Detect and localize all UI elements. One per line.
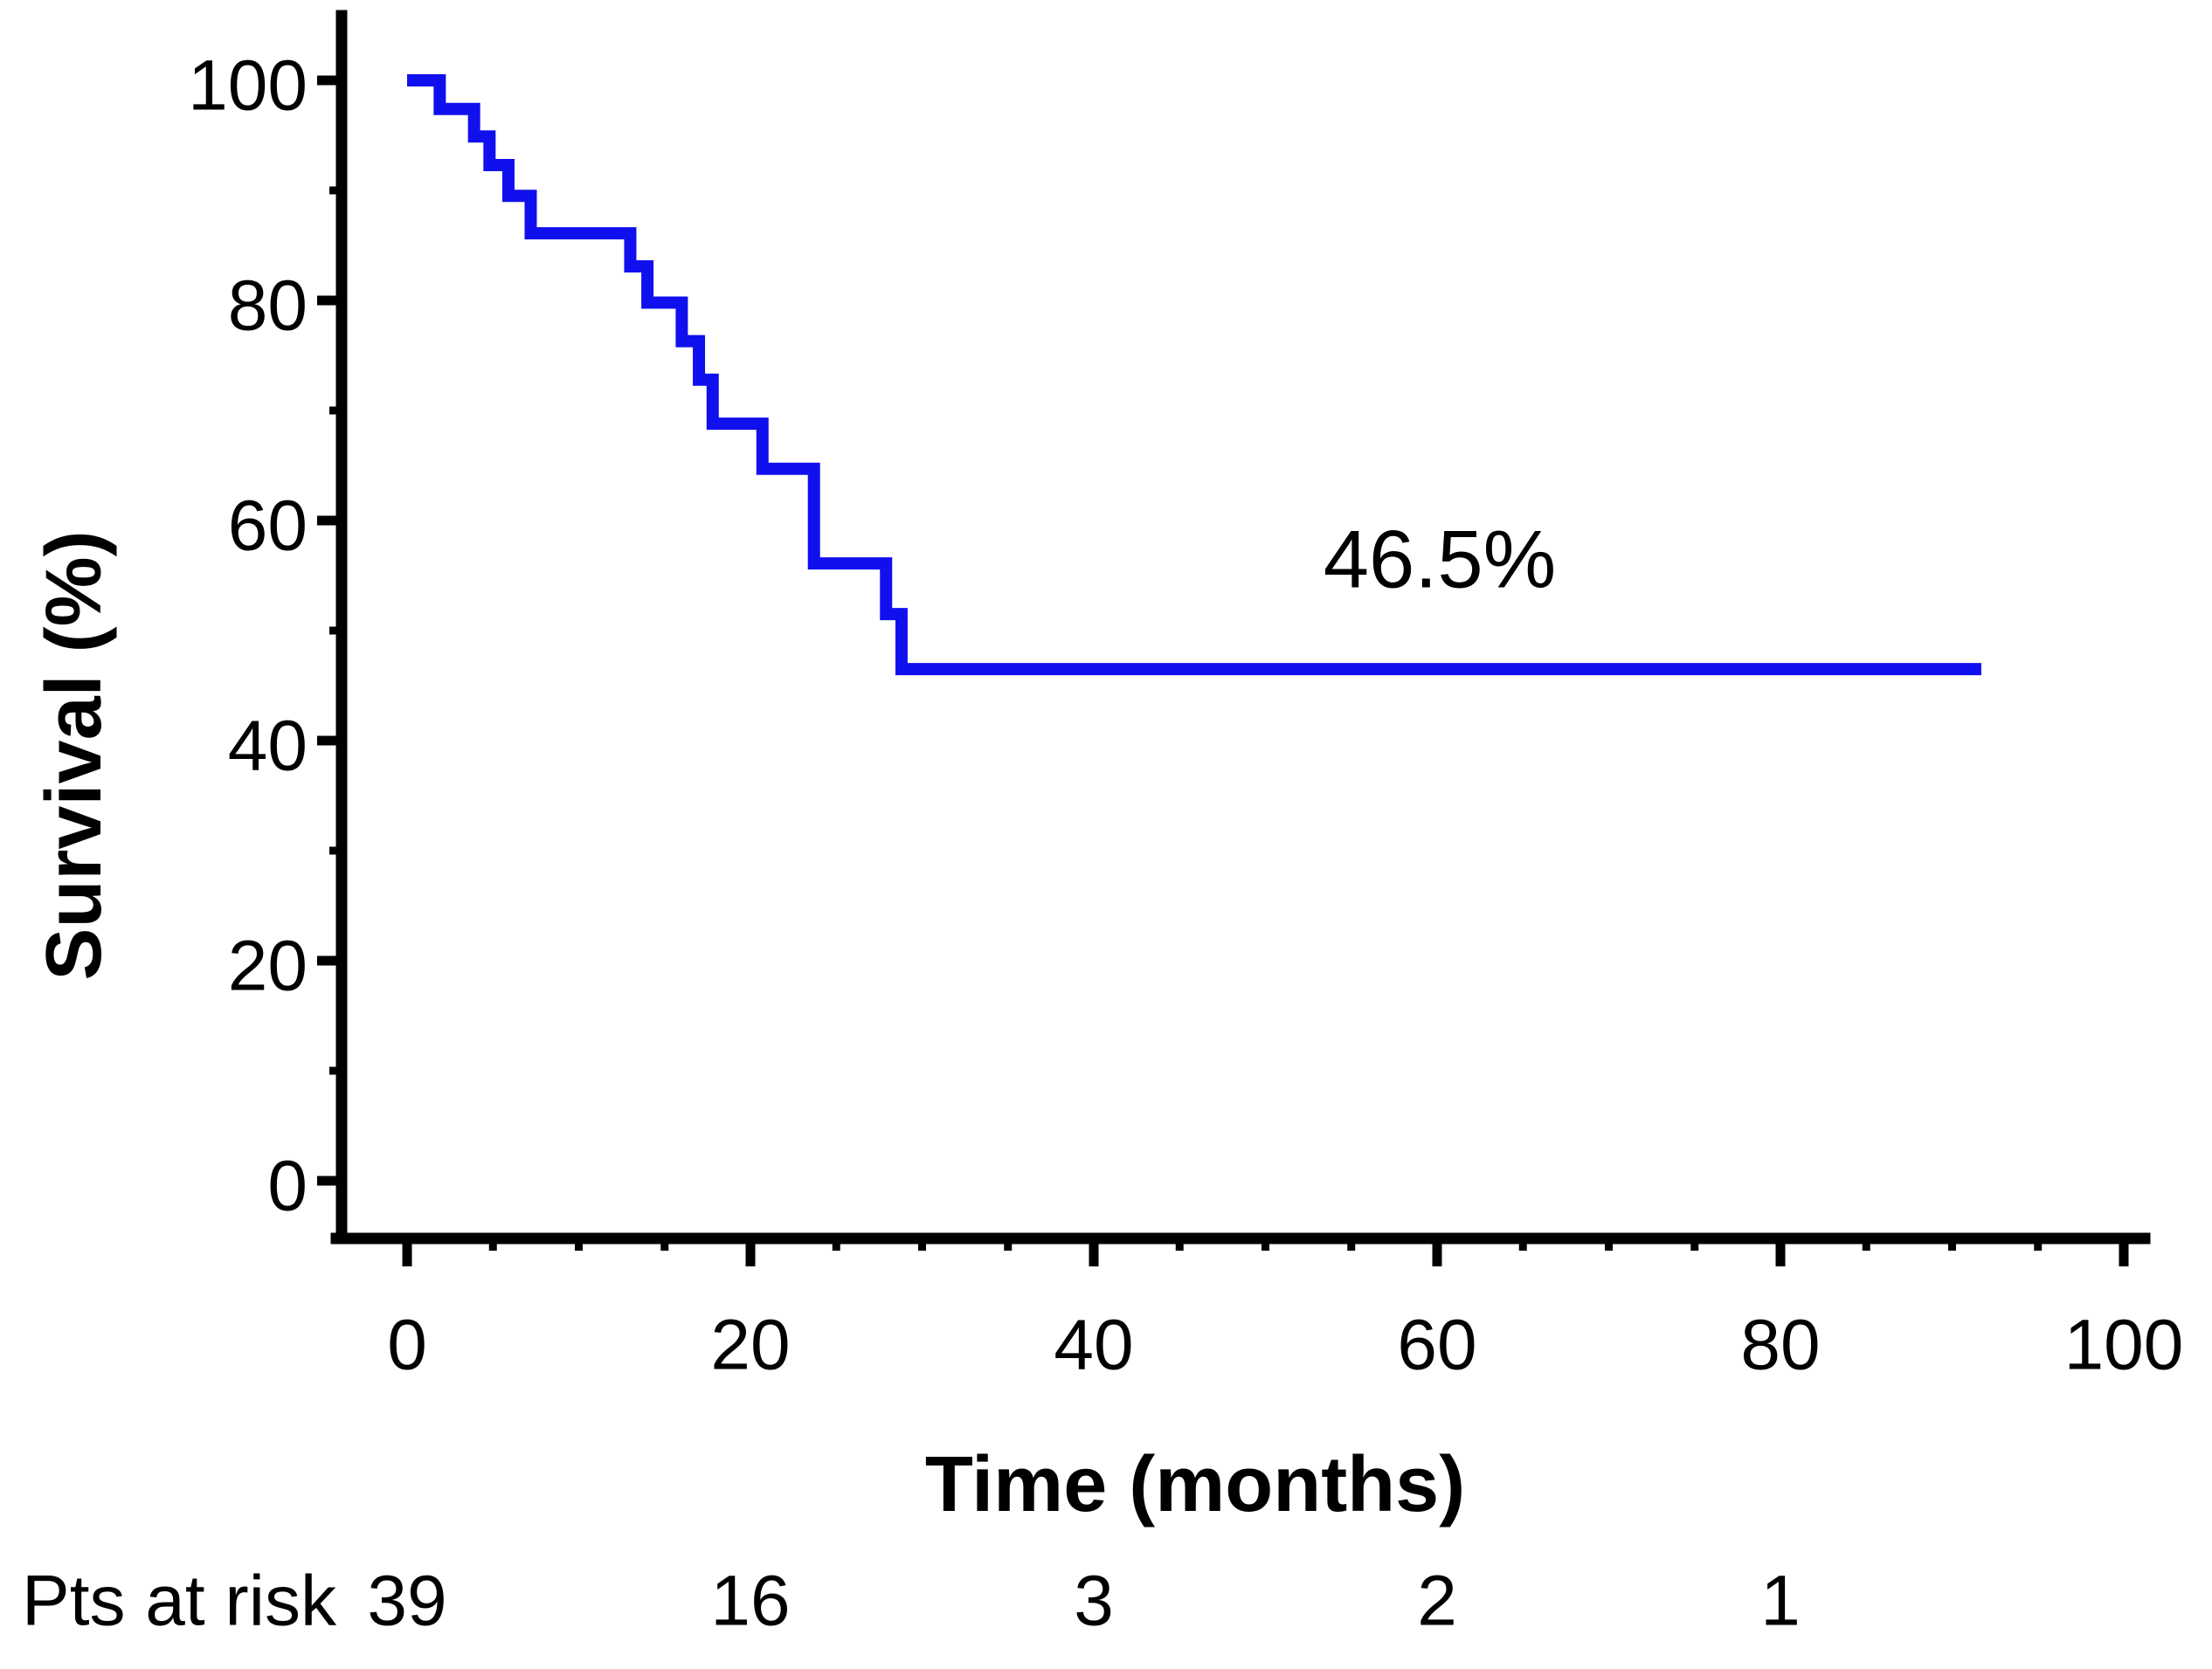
final-survival-annotation: 46.5%: [1324, 514, 1557, 605]
at-risk-count: 1: [1760, 1562, 1801, 1641]
at-risk-counts: 39 16 3 2 1: [367, 1562, 1800, 1641]
x-tick-label: 0: [387, 1306, 427, 1385]
at-risk-count: 2: [1417, 1562, 1457, 1641]
at-risk-count: 16: [710, 1562, 790, 1641]
x-tick-label: 20: [710, 1306, 790, 1385]
x-axis-tick-labels: 0 20 40 60 80 100: [387, 1306, 2183, 1385]
x-tick-label: 80: [1740, 1306, 1820, 1385]
x-axis-title: Time (months): [925, 1441, 1465, 1528]
km-survival-curve: [407, 74, 1981, 676]
y-tick-label: 40: [228, 707, 308, 786]
at-risk-count: 39: [367, 1562, 446, 1641]
y-axis-tick-labels: 0 20 40 60 80 100: [188, 46, 308, 1226]
x-axis-ticks: [402, 1238, 2129, 1266]
y-tick-label: 60: [228, 486, 308, 566]
y-tick-label: 0: [267, 1147, 308, 1226]
y-axis-ticks: [317, 75, 342, 1186]
x-tick-label: 60: [1397, 1306, 1476, 1385]
x-tick-label: 40: [1054, 1306, 1133, 1385]
x-tick-label: 100: [2064, 1306, 2184, 1385]
y-axis-title: Survival (%): [31, 530, 118, 980]
at-risk-row-label: Pts at risk: [22, 1562, 337, 1641]
y-tick-label: 100: [188, 46, 308, 126]
y-tick-label: 20: [228, 927, 308, 1006]
at-risk-count: 3: [1074, 1562, 1114, 1641]
y-tick-label: 80: [228, 266, 308, 346]
